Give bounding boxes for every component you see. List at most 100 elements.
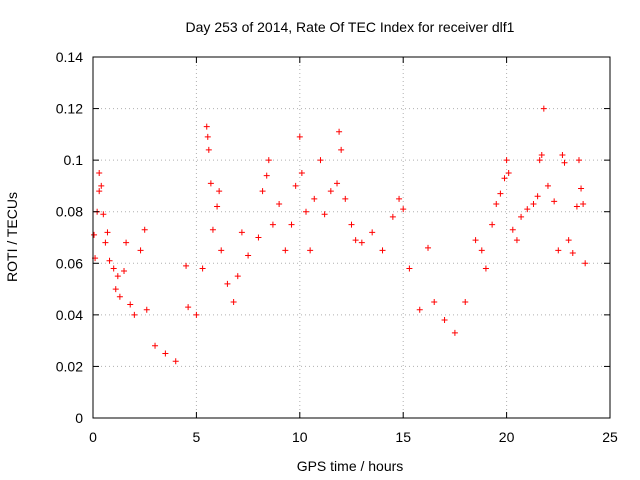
data-point xyxy=(352,237,359,244)
data-point xyxy=(292,182,299,189)
data-point xyxy=(193,311,200,318)
data-point xyxy=(98,182,105,189)
data-point xyxy=(555,247,562,254)
y-tick-label: 0.12 xyxy=(56,101,83,117)
data-point xyxy=(96,188,103,195)
plot-frame xyxy=(92,56,611,419)
data-point xyxy=(185,304,192,311)
data-point xyxy=(199,265,206,272)
data-point xyxy=(573,203,580,210)
data-point xyxy=(110,265,117,272)
data-point xyxy=(582,260,589,267)
data-point xyxy=(204,133,211,140)
data-point xyxy=(338,146,345,153)
data-point xyxy=(551,198,558,205)
data-point xyxy=(513,237,520,244)
x-tick-label: 0 xyxy=(89,429,97,445)
data-point xyxy=(425,244,432,251)
data-point xyxy=(224,280,231,287)
data-point xyxy=(536,157,543,164)
ticks-layer: 0 5 10 15 20 25 0 0.02 0.04 0.06 0.08 0.1 0.12 0.14 xyxy=(56,49,618,445)
data-point xyxy=(482,265,489,272)
data-point xyxy=(114,273,121,280)
data-point xyxy=(265,157,272,164)
x-tick-label: 15 xyxy=(395,429,411,445)
data-point xyxy=(321,211,328,218)
data-point xyxy=(104,229,111,236)
y-tick-label: 0.08 xyxy=(56,204,83,220)
data-point xyxy=(238,229,245,236)
x-tick-label: 5 xyxy=(193,429,201,445)
data-point xyxy=(400,206,407,213)
data-point xyxy=(152,342,159,349)
data-point xyxy=(580,200,587,207)
data-point xyxy=(509,226,516,233)
y-tick-label: 0.1 xyxy=(64,152,84,168)
data-point xyxy=(259,188,266,195)
y-tick-label: 0.02 xyxy=(56,358,83,374)
data-point xyxy=(336,128,343,135)
data-point xyxy=(565,237,572,244)
data-point xyxy=(441,317,448,324)
data-point xyxy=(143,306,150,313)
data-point xyxy=(451,329,458,336)
data-point xyxy=(207,180,214,187)
data-point xyxy=(311,195,318,202)
data-point xyxy=(493,200,500,207)
data-point xyxy=(298,170,305,177)
x-axis-label: GPS time / hours xyxy=(297,458,404,474)
data-point xyxy=(559,151,566,158)
data-point xyxy=(137,247,144,254)
data-point xyxy=(327,188,334,195)
data-point xyxy=(269,221,276,228)
data-point xyxy=(96,170,103,177)
x-tick-label: 10 xyxy=(292,429,308,445)
data-point xyxy=(123,239,130,246)
data-point xyxy=(288,221,295,228)
data-point xyxy=(538,151,545,158)
data-point xyxy=(102,239,109,246)
data-point xyxy=(472,237,479,244)
data-point xyxy=(112,286,119,293)
data-point xyxy=(203,123,210,130)
data-point xyxy=(255,234,262,241)
chart-title: Day 253 of 2014, Rate Of TEC Index for r… xyxy=(186,19,515,35)
data-point xyxy=(379,247,386,254)
data-point xyxy=(505,170,512,177)
data-point xyxy=(218,247,225,254)
data-point xyxy=(296,133,303,140)
data-point xyxy=(209,226,216,233)
data-point xyxy=(503,157,510,164)
data-point xyxy=(389,213,396,220)
data-point xyxy=(234,273,241,280)
data-point xyxy=(141,226,148,233)
data-point xyxy=(116,293,123,300)
data-point xyxy=(214,203,221,210)
data-point xyxy=(561,159,568,166)
data-point xyxy=(518,213,525,220)
data-point xyxy=(183,262,190,269)
data-point xyxy=(569,249,576,256)
data-point xyxy=(127,301,134,308)
y-axis-label: ROTI / TECUs xyxy=(4,192,20,282)
data-point xyxy=(348,221,355,228)
data-point xyxy=(172,358,179,365)
data-point xyxy=(462,298,469,305)
data-point xyxy=(276,200,283,207)
x-tick-label: 25 xyxy=(602,429,618,445)
data-point xyxy=(230,298,237,305)
data-point xyxy=(106,257,113,264)
data-point xyxy=(575,157,582,164)
data-point xyxy=(497,190,504,197)
grid-layer xyxy=(93,57,610,418)
y-tick-label: 0.14 xyxy=(56,49,83,65)
data-point xyxy=(216,188,223,195)
data-point xyxy=(369,229,376,236)
data-point xyxy=(263,172,270,179)
data-point xyxy=(131,311,138,318)
data-point xyxy=(121,268,128,275)
x-tick-label: 20 xyxy=(499,429,515,445)
data-point xyxy=(100,211,107,218)
data-point xyxy=(534,193,541,200)
